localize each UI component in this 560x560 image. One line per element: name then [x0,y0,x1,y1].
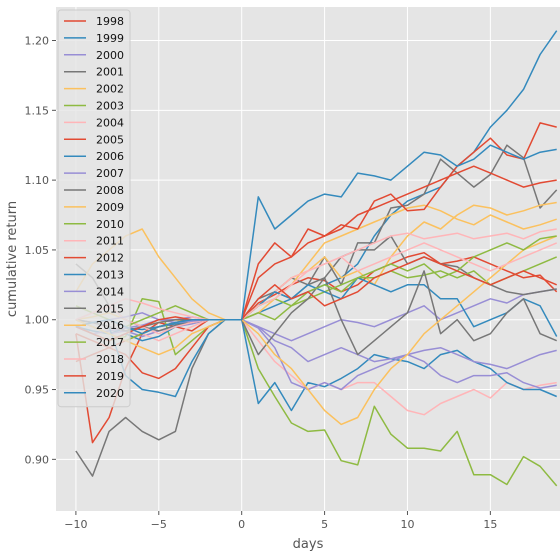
grid-lines [56,7,560,511]
series-line-2012 [75,165,557,380]
legend-entry: 2015 [96,302,124,315]
series-layer [75,30,558,487]
series-line-2018 [75,242,557,321]
legend-entry: 2004 [96,116,124,129]
legend-entry: 2005 [96,133,124,146]
x-axis-label: days [293,537,324,552]
legend-entry: 2016 [96,319,124,332]
x-tick-label: 10 [400,518,414,531]
x-tick-label: 5 [321,518,328,531]
legend-entry: 2017 [96,336,124,349]
legend-entry: 2011 [96,235,124,248]
legend: 1998 1999 2000 2001 2002 2003 2004 2005 2006 2007… [57,9,131,408]
series-line-2003 [75,298,558,487]
legend-entry: 2006 [96,150,124,163]
x-tick-label: −10 [64,518,87,531]
legend-entry: 2001 [96,66,124,79]
x-axis-ticks: −10 −5 0 5 10 15 [64,511,497,531]
legend-entry: 2019 [96,370,124,383]
series-line-1998 [75,251,558,444]
y-axis-ticks: 0.90 0.95 1.00 1.05 1.10 1.15 1.20 [25,35,56,466]
series-line-2001 [75,144,558,477]
y-tick-label: 1.00 [25,314,50,327]
y-axis-label: cumulative return [5,201,20,317]
legend-entry: 2010 [96,218,124,231]
y-tick-label: 1.15 [25,104,50,117]
legend-entry: 2020 [96,387,124,400]
plot-background [56,7,560,511]
series-line-2019 [75,256,557,342]
legend-entry: 2008 [96,184,124,197]
series-line-2014 [75,312,557,389]
legend-entry: 2009 [96,201,124,214]
y-tick-label: 0.90 [25,453,50,466]
x-tick-label: −5 [151,518,167,531]
series-line-2017 [75,235,557,328]
legend-entry: 2007 [96,167,124,180]
legend-entry: 2013 [96,269,124,282]
y-tick-label: 0.95 [25,384,50,397]
legend-box [57,9,131,408]
legend-entry: 2014 [96,285,124,298]
series-line-2009 [75,201,557,321]
y-tick-label: 1.10 [25,174,50,187]
legend-entry: 1999 [96,32,124,45]
legend-entry: 2018 [96,353,124,366]
y-tick-label: 1.20 [25,35,50,48]
series-line-2016 [75,235,557,426]
legend-entry: 2003 [96,100,124,113]
legend-entry: 1998 [96,15,124,28]
legend-entry: 2012 [96,252,124,265]
y-tick-label: 1.05 [25,244,50,257]
series-line-2020 [75,144,557,335]
x-tick-label: 0 [238,518,245,531]
x-tick-label: 15 [483,518,497,531]
legend-entry: 2000 [96,49,124,62]
legend-entry: 2002 [96,83,124,96]
